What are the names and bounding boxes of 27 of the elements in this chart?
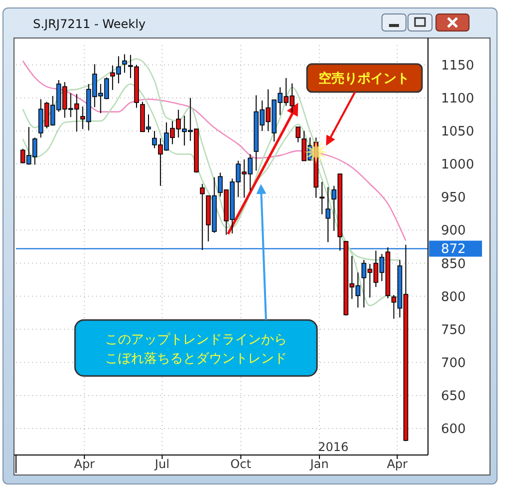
y-tick-label: 1000 bbox=[441, 158, 474, 173]
y-tick-label: 750 bbox=[441, 322, 466, 338]
candlestick bbox=[200, 183, 205, 250]
annotation: 空売りポイント bbox=[318, 70, 410, 87]
x-tick-label: Oct bbox=[230, 457, 252, 471]
y-tick-label: 650 bbox=[441, 389, 466, 404]
candlestick bbox=[296, 126, 300, 143]
y-tick-label: 800 bbox=[441, 290, 466, 305]
y-tick-label: 1150 bbox=[441, 58, 474, 74]
y-tick-label: 900 bbox=[441, 224, 466, 239]
y-tick-label: 950 bbox=[441, 190, 466, 206]
y-tick-label: 600 bbox=[441, 422, 466, 438]
candlestick bbox=[326, 186, 330, 243]
candlestick bbox=[122, 54, 127, 74]
x-tick-label: Apr bbox=[74, 457, 95, 471]
ref-line-label: 872 bbox=[441, 242, 466, 258]
annotation: このアップトレンドラインからこぼれ落ちるとダウントレンド bbox=[105, 332, 287, 367]
annotation: 2016 bbox=[318, 440, 349, 454]
y-tick-label: 1050 bbox=[441, 124, 474, 140]
candlestick bbox=[320, 181, 324, 215]
y-tick-label: 1100 bbox=[441, 91, 474, 106]
chart-title: S.JRJ7211 - Weekly bbox=[33, 17, 146, 31]
y-tick-label: 700 bbox=[441, 356, 466, 371]
y-tick-label: 850 bbox=[441, 256, 466, 272]
x-tick-label: Jul bbox=[154, 457, 170, 471]
x-tick-label: Apr bbox=[386, 457, 408, 471]
x-tick-label: Jan bbox=[309, 457, 329, 471]
